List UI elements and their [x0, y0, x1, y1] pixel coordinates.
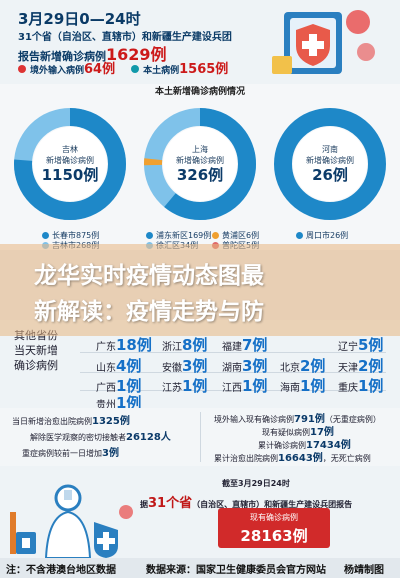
headline-banner: 龙华实时疫情动态图最 新解读：疫情走势与防 — [0, 244, 400, 336]
footer-note: 注：不含港澳台地区数据 — [6, 564, 116, 576]
donut-value: 326例 — [176, 166, 224, 184]
footer-author: 杨靖制图 — [344, 564, 384, 576]
header-panel: 3月29日0—24时 31个省（自治区、直辖市）和新疆生产建设兵团 报告新增确诊… — [0, 0, 400, 84]
footer-source: 数据来源：国家卫生健康委员会官方网站 — [146, 564, 326, 576]
divider — [80, 352, 386, 353]
donut-shanghai: 上海 新增确诊病例 326例 — [144, 108, 256, 220]
bottom-scope: 据31个省（自治区、直辖市）和新疆生产建设兵团报告 — [140, 496, 353, 511]
province-item: 安徽3例 — [162, 357, 208, 375]
current-cases-label: 现有确诊病例 — [250, 513, 298, 522]
province-item: 海南1例 — [280, 377, 326, 395]
divider — [80, 390, 386, 391]
footer: 注：不含港澳台地区数据 数据来源：国家卫生健康委员会官方网站 杨靖制图 — [0, 558, 400, 578]
stat-item: 现有疑似病例17例 — [262, 427, 334, 438]
divider — [200, 412, 201, 462]
province-item: 天津2例 — [338, 357, 384, 375]
stat-item: 累计治愈出院病例16643例，无死亡病例 — [214, 453, 371, 464]
legend-item: 周口市26例 — [296, 230, 348, 241]
province-item: 湖南3例 — [222, 357, 268, 375]
current-cases-box: 现有确诊病例 28163例 — [218, 508, 330, 548]
province-item: 北京2例 — [280, 357, 326, 375]
donut-value: 26例 — [312, 166, 348, 184]
legend-item: 浦东新区169例 — [146, 230, 211, 241]
province-item: 浙江8例 — [162, 336, 208, 354]
province-item: 山东4例 — [96, 357, 142, 375]
headline-line-2: 新解读：疫情走势与防 — [34, 299, 264, 325]
province-item: 江西1例 — [222, 377, 268, 395]
legend-item: 黄浦区6例 — [212, 230, 259, 241]
headline-line-1: 龙华实时疫情动态图最 — [34, 263, 264, 289]
bullet-icon — [18, 65, 26, 73]
bullet-icon — [131, 65, 140, 73]
breakdown-line: 境外输入病例64例 本土病例1565例 — [18, 58, 228, 77]
medical-staff-illustration — [10, 484, 133, 558]
donut-region: 河南 — [322, 145, 338, 154]
bottom-date: 截至3月29日24时 — [222, 479, 290, 488]
stat-item: 解除医学观察的密切接触者26128人 — [30, 432, 171, 443]
section-title: 本土新增确诊病例情况 — [0, 84, 400, 100]
legend-item: 长春市875例 — [42, 230, 99, 241]
donut-region: 吉林 — [62, 145, 78, 154]
divider — [80, 372, 386, 373]
total-line: 报告新增确诊病例1629例 — [18, 45, 167, 64]
province-item: 广西1例 — [96, 377, 142, 395]
current-cases-value: 28163例 — [240, 527, 308, 545]
donut-region: 上海 — [192, 145, 208, 154]
date-line: 3月29日0—24时 — [18, 10, 141, 28]
donut-jilin: 吉林 新增确诊病例 1150例 — [14, 108, 126, 220]
stat-item: 境外输入现有确诊病例791例（无重症病例） — [214, 414, 381, 425]
imported-item: 境外输入病例64例 — [18, 58, 115, 77]
province-item: 江苏1例 — [162, 377, 208, 395]
donut-value: 1150例 — [41, 166, 99, 184]
stat-item: 重症病例较前一日增加3例 — [22, 448, 119, 459]
province-item: 贵州1例 — [96, 394, 142, 412]
medical-shield-illustration — [272, 10, 375, 74]
donut-label: 新增确诊病例 — [46, 156, 94, 165]
local-item: 本土病例1565例 — [131, 58, 228, 77]
stat-item: 累计确诊病例17434例 — [258, 440, 351, 451]
province-item: 辽宁5例 — [338, 336, 384, 354]
stat-item: 当日新增治愈出院病例1325例 — [12, 416, 130, 427]
donut-row: 吉林 新增确诊病例 1150例 上海 新增确诊病例 326例 河南 新增确诊病例… — [0, 100, 400, 228]
province-item: 重庆1例 — [338, 377, 384, 395]
total-count: 1629例 — [106, 45, 167, 64]
donut-label: 新增确诊病例 — [176, 156, 224, 165]
province-item: 福建7例 — [222, 336, 268, 354]
donut-henan: 河南 新增确诊病例 26例 — [274, 108, 386, 220]
scope-line: 31个省（自治区、直辖市）和新疆生产建设兵团 — [18, 32, 232, 43]
donut-label: 新增确诊病例 — [306, 156, 354, 165]
province-item: 广东18例 — [96, 336, 152, 354]
